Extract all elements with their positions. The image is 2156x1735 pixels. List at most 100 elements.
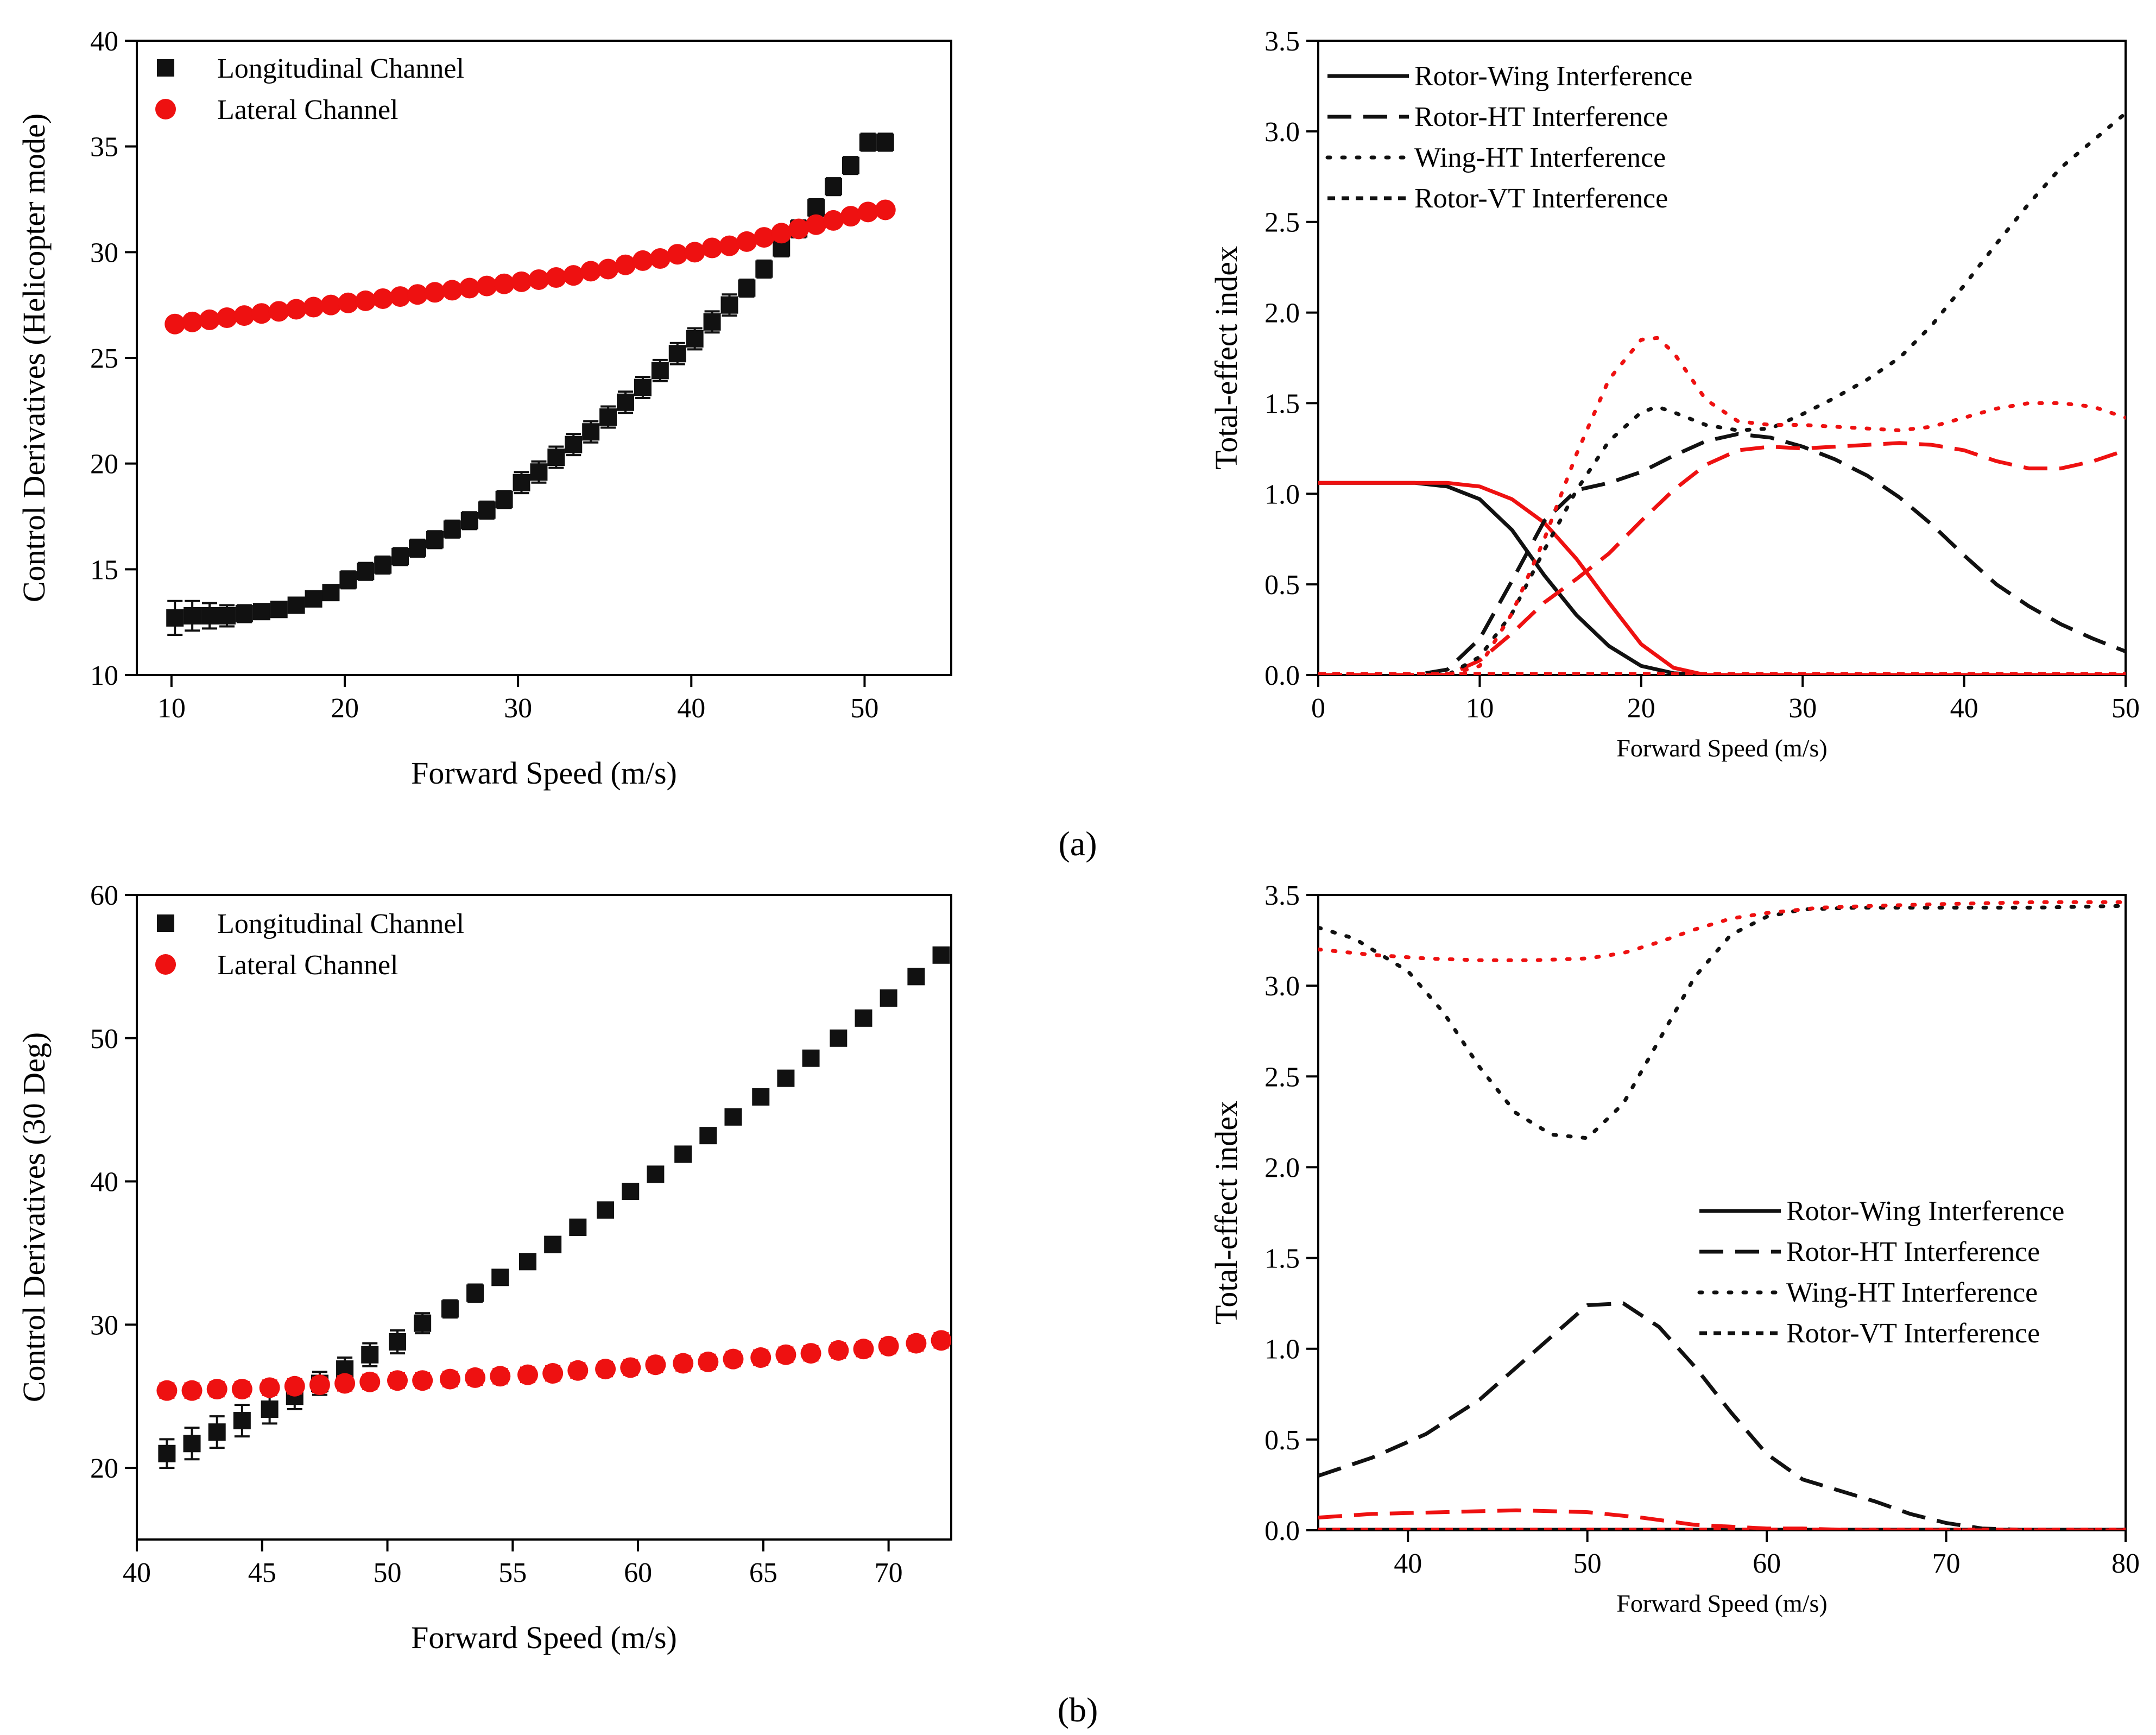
data-point-longitudinal bbox=[184, 607, 201, 624]
x-tick-label: 50 bbox=[850, 693, 878, 724]
data-point-longitudinal bbox=[597, 1201, 615, 1219]
y-tick-label: 30 bbox=[90, 237, 118, 268]
data-point-lateral bbox=[598, 258, 619, 280]
data-point-longitudinal bbox=[807, 199, 825, 217]
data-point-lateral bbox=[390, 286, 411, 307]
series-line-wing-ht-interference5 bbox=[1318, 336, 2126, 675]
data-point-lateral bbox=[667, 244, 688, 265]
data-point-lateral bbox=[878, 1335, 899, 1357]
data-point-longitudinal bbox=[651, 362, 669, 380]
legend-label: Rotor-HT Interference bbox=[1786, 1236, 2040, 1267]
x-tick-label: 0 bbox=[1311, 693, 1325, 724]
data-point-longitudinal bbox=[208, 1423, 226, 1441]
y-tick-label: 2.0 bbox=[1264, 1152, 1300, 1183]
y-axis-label: Total-effect index bbox=[1209, 246, 1244, 470]
y-axis-label: Total-effect index bbox=[1209, 1101, 1244, 1324]
data-point-lateral bbox=[828, 1340, 849, 1361]
x-axis-label: Forward Speed (m/s) bbox=[411, 1620, 677, 1655]
data-point-lateral bbox=[372, 288, 394, 309]
x-tick-label: 50 bbox=[2111, 693, 2140, 724]
y-tick-label: 35 bbox=[90, 132, 118, 163]
data-point-lateral bbox=[698, 1351, 719, 1372]
x-tick-label: 40 bbox=[677, 693, 705, 724]
chart-b-left: 40 45 50 55 60 65 70 20 30 40 50 60 Forward Speed (m… bbox=[16, 880, 952, 1655]
data-point-longitudinal bbox=[830, 1029, 848, 1047]
data-point-longitudinal bbox=[519, 1253, 536, 1271]
plot-frame bbox=[1317, 40, 2127, 676]
data-point-lateral bbox=[490, 1366, 511, 1387]
y-tick-label: 50 bbox=[90, 1024, 118, 1055]
data-point-longitudinal bbox=[391, 547, 409, 565]
legend-marker-circle bbox=[155, 954, 176, 975]
data-point-longitudinal bbox=[287, 596, 305, 614]
data-point-lateral bbox=[754, 227, 775, 248]
data-point-longitudinal bbox=[842, 156, 859, 174]
data-point-lateral bbox=[387, 1370, 408, 1391]
x-tick-label: 65 bbox=[749, 1557, 777, 1588]
data-point-longitudinal bbox=[218, 607, 236, 624]
plot-area bbox=[1318, 900, 2126, 1530]
data-point-lateral bbox=[181, 1380, 203, 1401]
data-point-longitudinal bbox=[495, 490, 513, 508]
data-point-longitudinal bbox=[460, 512, 478, 529]
data-point-lateral bbox=[206, 1379, 227, 1400]
data-point-longitudinal bbox=[622, 1183, 640, 1201]
y-tick-label: 10 bbox=[90, 660, 118, 691]
y-tick-label: 0.5 bbox=[1264, 1425, 1300, 1456]
data-point-lateral bbox=[788, 218, 810, 239]
plot-area bbox=[1318, 111, 2126, 675]
data-point-lateral bbox=[251, 303, 272, 324]
x-tick-label: 70 bbox=[875, 1557, 903, 1588]
data-point-lateral bbox=[736, 231, 757, 252]
data-point-lateral bbox=[563, 265, 584, 286]
legend-label: Wing-HT Interference bbox=[1414, 142, 1666, 173]
data-point-lateral bbox=[459, 277, 480, 299]
data-point-longitudinal bbox=[183, 1435, 201, 1453]
data-point-longitudinal bbox=[932, 946, 950, 964]
data-point-longitudinal bbox=[252, 603, 270, 621]
data-point-longitudinal bbox=[478, 501, 496, 519]
x-tick-label: 80 bbox=[2111, 1548, 2140, 1579]
data-point-lateral bbox=[441, 280, 463, 301]
data-point-longitudinal bbox=[724, 1108, 742, 1126]
legend-label: Longitudinal Channel bbox=[217, 53, 464, 84]
x-tick-label: 20 bbox=[1627, 693, 1655, 724]
legend-label: Rotor-VT Interference bbox=[1786, 1318, 2040, 1349]
plot-frame bbox=[136, 894, 952, 1541]
data-point-lateral bbox=[673, 1353, 694, 1374]
data-point-longitudinal bbox=[880, 989, 897, 1007]
legend-label: Wing-HT Interference bbox=[1786, 1277, 2038, 1308]
legend-marker-square bbox=[157, 59, 174, 77]
data-point-longitudinal bbox=[361, 1346, 379, 1364]
data-point-longitudinal bbox=[686, 330, 704, 348]
x-tick-label: 10 bbox=[1465, 693, 1494, 724]
data-point-lateral bbox=[320, 294, 342, 316]
data-point-lateral bbox=[494, 273, 515, 294]
y-tick-label: 2.5 bbox=[1264, 207, 1300, 238]
data-point-longitudinal bbox=[755, 260, 773, 278]
data-point-lateral bbox=[233, 305, 255, 326]
data-point-lateral bbox=[439, 1368, 460, 1390]
data-point-lateral bbox=[359, 1371, 381, 1392]
series-line-rotor-ht-interference2 bbox=[1318, 1301, 2126, 1530]
data-point-longitudinal bbox=[441, 1300, 459, 1318]
x-tick-label: 40 bbox=[123, 1557, 151, 1588]
data-point-longitudinal bbox=[261, 1400, 279, 1418]
data-point-longitudinal bbox=[409, 539, 427, 557]
data-point-longitudinal bbox=[513, 474, 530, 491]
data-point-lateral bbox=[823, 210, 844, 231]
data-point-lateral bbox=[517, 1364, 538, 1385]
data-point-longitudinal bbox=[720, 296, 738, 314]
data-point-lateral bbox=[355, 290, 376, 311]
data-point-longitudinal bbox=[357, 563, 375, 581]
data-point-longitudinal bbox=[339, 571, 357, 589]
data-point-longitudinal bbox=[201, 607, 219, 624]
data-point-longitudinal bbox=[389, 1333, 406, 1351]
series-line-rotor-ht-interference3 bbox=[1318, 1508, 2126, 1530]
data-point-lateral bbox=[580, 261, 602, 282]
series-line-rotor-wing-interference1 bbox=[1318, 481, 2126, 675]
data-point-lateral bbox=[701, 237, 723, 258]
y-tick-label: 2.5 bbox=[1264, 1062, 1300, 1093]
data-point-longitudinal bbox=[235, 605, 253, 623]
